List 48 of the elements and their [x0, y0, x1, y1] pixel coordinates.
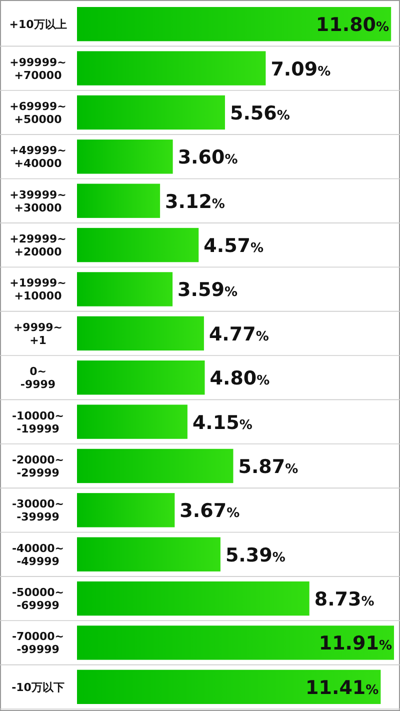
data-label: 3.59% — [178, 279, 238, 302]
y-tick-label: +99999~ +70000 — [10, 56, 66, 82]
data-label: 4.77% — [208, 323, 269, 346]
data-label: 3.12% — [165, 190, 225, 213]
y-tick-label: +19999~ +10000 — [10, 276, 66, 303]
bar — [77, 7, 392, 42]
bar — [77, 581, 310, 616]
data-label: 4.57% — [204, 235, 264, 258]
y-tick-label: +69999~ +50000 — [10, 100, 66, 126]
bar — [77, 537, 220, 572]
y-tick-label: +29999~ +20000 — [10, 232, 66, 259]
bar — [77, 493, 175, 528]
data-label: 5.56% — [230, 102, 290, 124]
y-tick-label: -10万以下 — [12, 680, 64, 694]
y-tick-label: -50000~ -69999 — [12, 586, 64, 612]
y-tick-label: +9999~ +1 — [13, 320, 63, 347]
data-label: 4.15% — [192, 412, 252, 434]
bar — [77, 228, 199, 262]
y-tick-label: -20000~ -29999 — [12, 453, 64, 480]
y-tick-label: 0~ -9999 — [20, 365, 56, 392]
y-tick-label: -40000~ -49999 — [12, 542, 64, 568]
bar — [77, 360, 205, 395]
bar — [77, 316, 204, 350]
bar — [77, 184, 160, 218]
bar — [77, 272, 173, 306]
data-label: 8.73% — [314, 588, 374, 611]
data-label: 11.80% — [316, 14, 390, 36]
bar — [77, 626, 394, 660]
data-label: 4.80% — [210, 368, 270, 390]
bar — [77, 670, 381, 704]
data-label: 7.09% — [270, 58, 331, 80]
data-label: 5.87% — [238, 456, 298, 478]
y-tick-label: +39999~ +30000 — [10, 188, 66, 214]
bar — [77, 404, 188, 439]
y-tick-label: -10000~ -19999 — [12, 409, 64, 436]
y-tick-label: +49999~ +40000 — [10, 144, 66, 170]
y-tick-label: +10万以上 — [9, 18, 67, 32]
bar — [77, 95, 225, 130]
bar — [77, 448, 234, 484]
data-label: 11.41% — [306, 676, 379, 699]
y-tick-label: -30000~ -39999 — [12, 498, 64, 524]
data-label: 11.91% — [318, 632, 392, 655]
data-label: 3.60% — [178, 146, 238, 169]
bar — [77, 140, 173, 174]
data-label: 5.39% — [225, 544, 286, 566]
bar — [77, 51, 266, 86]
data-label: 3.67% — [180, 500, 240, 522]
y-tick-label: -70000~ -99999 — [12, 630, 64, 656]
